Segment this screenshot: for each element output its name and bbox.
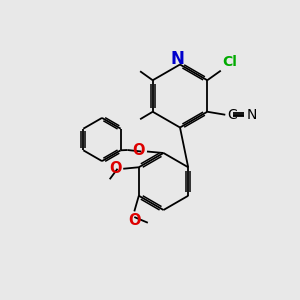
Text: Cl: Cl xyxy=(222,55,237,69)
Text: O: O xyxy=(128,213,141,228)
Text: O: O xyxy=(133,143,145,158)
Text: C: C xyxy=(228,108,237,122)
Text: N: N xyxy=(247,108,257,122)
Text: N: N xyxy=(171,50,184,68)
Text: O: O xyxy=(109,161,122,176)
